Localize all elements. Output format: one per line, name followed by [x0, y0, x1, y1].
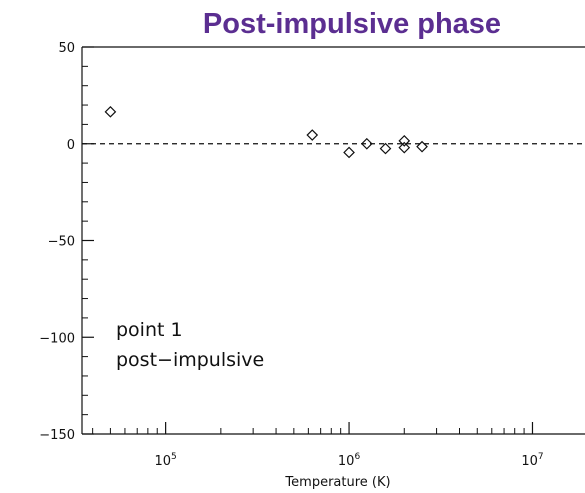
major-ticks	[82, 46, 534, 435]
y-tick-label: −50	[48, 235, 75, 250]
data-point	[379, 142, 392, 155]
data-points	[104, 105, 428, 159]
data-point	[104, 105, 117, 118]
data-point	[360, 137, 373, 150]
x-tick-label: 107	[521, 452, 543, 469]
x-tick-labels: 105 106 107	[154, 452, 543, 469]
data-point	[306, 129, 319, 141]
annotation-point: point 1	[116, 319, 183, 341]
data-point	[416, 140, 428, 153]
data-point	[398, 134, 411, 147]
minor-ticks	[82, 65, 525, 434]
y-tick-label: 0	[67, 138, 75, 153]
y-tick-label: 50	[58, 41, 75, 56]
x-tick-label: 105	[154, 452, 176, 469]
data-point	[343, 146, 355, 159]
annotation-phase: post−impulsive	[116, 349, 264, 371]
y-tick-labels: 50 0 −50 −100 −150	[39, 41, 75, 443]
x-tick-label: 106	[338, 452, 361, 469]
x-axis-label: Temperature (K)	[284, 475, 390, 490]
chart-title: Post-impulsive phase	[202, 8, 502, 40]
y-tick-label: −150	[39, 428, 75, 443]
data-point	[398, 141, 411, 154]
y-tick-label: −100	[39, 331, 75, 346]
